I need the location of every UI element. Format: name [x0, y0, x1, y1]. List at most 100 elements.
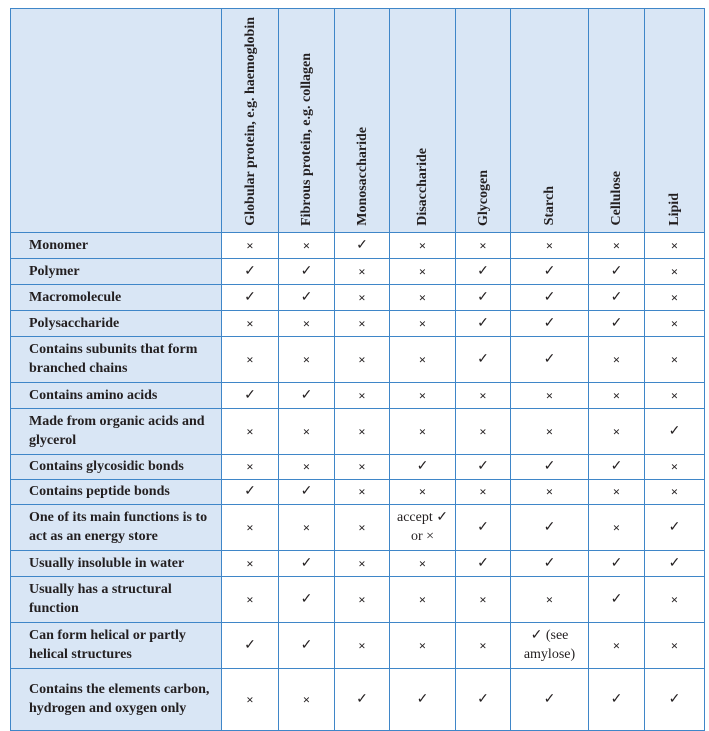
- row-label: Contains subunits that form branched cha…: [10, 335, 222, 383]
- cross-mark: ×: [588, 335, 645, 383]
- cross-mark: ×: [221, 335, 279, 383]
- check-mark: ✓: [334, 667, 390, 731]
- cross-mark: ×: [278, 407, 335, 455]
- check-mark: ✓: [389, 667, 456, 731]
- cross-mark: ×: [221, 407, 279, 455]
- check-mark: ✓: [588, 575, 645, 623]
- check-mark: ✓: [644, 503, 705, 551]
- check-mark: ✓: [278, 575, 335, 623]
- row-label: One of its main functions is to act as a…: [10, 503, 222, 551]
- row-label: Contains the elements carbon, hydrogen a…: [10, 667, 222, 731]
- cross-mark: ×: [588, 478, 645, 505]
- row-label: Usually has a structural function: [10, 575, 222, 623]
- cross-mark: ×: [588, 503, 645, 551]
- column-header-label: Fibrous protein, e.g. collagen: [299, 52, 314, 226]
- check-mark: ✓: [278, 381, 335, 409]
- check-mark: ✓: [334, 231, 390, 259]
- check-mark: ✓: [588, 283, 645, 311]
- check-mark: ✓: [510, 549, 589, 577]
- table-row: Contains amino acids ✓ ✓ × × × × × ×: [10, 381, 705, 409]
- table-row: Usually insoluble in water × ✓ × × ✓ ✓ ✓ ✓: [10, 549, 705, 577]
- cross-mark: ×: [644, 283, 705, 311]
- check-mark: ✓: [510, 667, 589, 731]
- cross-mark: ×: [389, 575, 456, 623]
- row-label: Monomer: [10, 231, 222, 259]
- table-row: Can form helical or partly helical struc…: [10, 621, 705, 669]
- cross-mark: ×: [334, 335, 390, 383]
- check-mark: ✓: [455, 549, 511, 577]
- cross-mark: ×: [644, 335, 705, 383]
- cross-mark: ×: [221, 503, 279, 551]
- check-mark: ✓: [455, 335, 511, 383]
- cross-mark: ×: [510, 381, 589, 409]
- check-mark: ✓: [455, 503, 511, 551]
- table-row: Contains subunits that form branched cha…: [10, 335, 705, 383]
- check-mark: ✓: [510, 283, 589, 311]
- cross-mark: ×: [389, 335, 456, 383]
- cross-mark: ×: [644, 621, 705, 669]
- check-mark: ✓: [221, 381, 279, 409]
- column-header: Lipid: [644, 8, 705, 233]
- table-row: Made from organic acids and glycerol × × × ×…: [10, 407, 705, 455]
- column-header: Cellulose: [588, 8, 645, 233]
- cross-mark: ×: [334, 575, 390, 623]
- check-mark: ✓: [588, 667, 645, 731]
- cross-mark: ×: [221, 667, 279, 731]
- cross-mark: ×: [221, 549, 279, 577]
- cross-mark: ×: [389, 381, 456, 409]
- cross-mark: ×: [389, 621, 456, 669]
- table-row: One of its main functions is to act as a…: [10, 503, 705, 551]
- check-mark: ✓: [644, 549, 705, 577]
- column-header: Glycogen: [455, 8, 511, 233]
- column-header-label: Globular protein, e.g. haemoglobin: [242, 17, 258, 226]
- cross-mark: ×: [389, 549, 456, 577]
- cross-mark: ×: [455, 478, 511, 505]
- check-mark: ✓: [510, 335, 589, 383]
- check-mark: ✓: [644, 407, 705, 455]
- check-mark: ✓: [389, 453, 456, 480]
- row-label: Usually insoluble in water: [10, 549, 222, 577]
- check-mark: ✓: [510, 309, 589, 337]
- cross-mark: ×: [455, 231, 511, 259]
- cross-mark: ×: [389, 407, 456, 455]
- cross-mark: ×: [334, 621, 390, 669]
- cross-mark: ×: [455, 621, 511, 669]
- check-mark: ✓: [221, 621, 279, 669]
- table-row: Polysaccharide × × × × ✓ ✓ ✓ ×: [10, 309, 705, 337]
- cross-mark: ×: [278, 231, 335, 259]
- check-mark: ✓: [278, 621, 335, 669]
- cross-mark: ×: [455, 407, 511, 455]
- check-mark: ✓: [278, 257, 335, 285]
- cross-mark: ×: [334, 257, 390, 285]
- check-mark: ✓: [510, 257, 589, 285]
- cross-mark: ×: [389, 309, 456, 337]
- cross-mark: ×: [588, 231, 645, 259]
- cross-mark: ×: [334, 381, 390, 409]
- cross-mark: ×: [334, 478, 390, 505]
- cross-mark: ×: [278, 453, 335, 480]
- cross-mark: ×: [278, 503, 335, 551]
- check-mark: ✓: [588, 453, 645, 480]
- row-label: Polysaccharide: [10, 309, 222, 337]
- column-header-label: Disaccharide: [415, 147, 430, 226]
- check-mark: ✓: [588, 309, 645, 337]
- check-mark: ✓: [588, 549, 645, 577]
- check-mark: ✓: [455, 309, 511, 337]
- cross-mark: ×: [588, 407, 645, 455]
- check-mark: ✓: [644, 667, 705, 731]
- cross-mark: ×: [334, 503, 390, 551]
- cross-mark: ×: [588, 621, 645, 669]
- cross-mark: ×: [644, 231, 705, 259]
- row-label: Contains glycosidic bonds: [10, 453, 222, 480]
- row-label: Polymer: [10, 257, 222, 285]
- column-header-label: Lipid: [667, 193, 682, 226]
- cross-mark: ×: [334, 407, 390, 455]
- cross-mark: ×: [389, 257, 456, 285]
- cross-mark: ×: [389, 478, 456, 505]
- cross-mark: ×: [334, 453, 390, 480]
- check-mark: ✓: [221, 283, 279, 311]
- cross-mark: ×: [334, 283, 390, 311]
- row-label: Made from organic acids and glycerol: [10, 407, 222, 455]
- check-mark: ✓: [221, 478, 279, 505]
- row-label: Can form helical or partly helical struc…: [10, 621, 222, 669]
